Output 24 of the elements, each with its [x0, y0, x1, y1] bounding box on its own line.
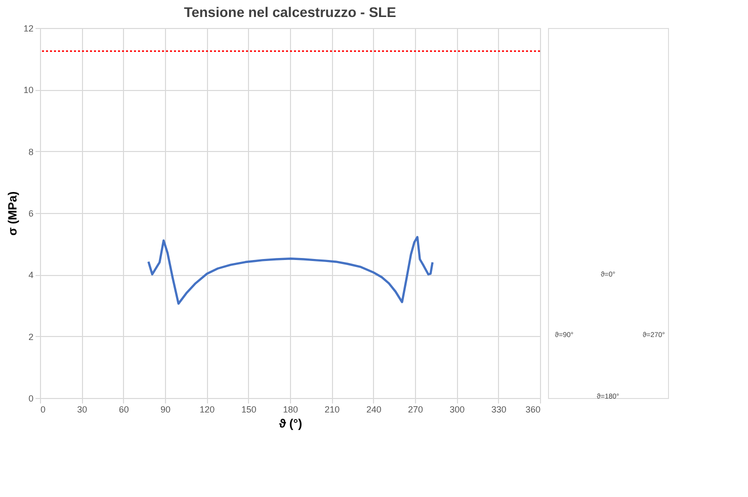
x-tick-label: 60	[118, 404, 129, 414]
x-tick-label: 300	[450, 404, 465, 414]
x-tick-label: 90	[160, 404, 171, 414]
x-axis-title: ϑ (°)	[278, 416, 302, 430]
x-tick-label: 0	[40, 404, 46, 414]
y-tick-label: 12	[23, 24, 34, 34]
x-tick-label: 270	[408, 404, 424, 414]
y-tick-label: 0	[28, 394, 34, 404]
x-tick-label: 180	[282, 404, 298, 414]
y-tick-label: 6	[28, 208, 34, 218]
x-tick-label: 360	[525, 404, 540, 414]
line-series	[147, 236, 434, 305]
x-tick-label: 240	[366, 404, 382, 414]
x-tick-label: 330	[491, 404, 506, 414]
y-axis-title: σ (MPa)	[5, 191, 20, 236]
chart-title: Tensione nel calcestruzzo - SLE	[184, 4, 396, 20]
x-tick-label: 210	[324, 404, 340, 414]
x-tick-label: 150	[241, 404, 256, 414]
x-tick-label: 30	[77, 404, 88, 414]
y-tick-label: 8	[28, 146, 34, 157]
y-tick-label: 4	[28, 270, 34, 280]
x-tick-label: 120	[200, 404, 215, 414]
y-tick-label: 2	[28, 332, 34, 342]
y-tick-label: 10	[23, 85, 34, 96]
